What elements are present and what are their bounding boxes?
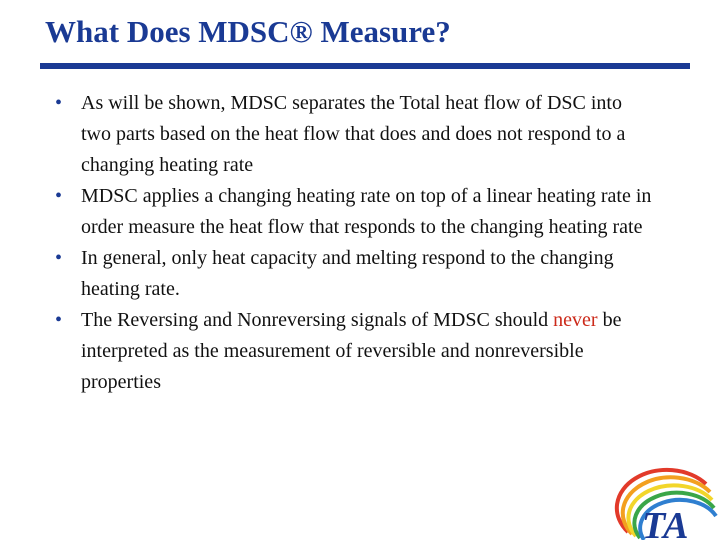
slide-title: What Does MDSC® Measure? — [45, 14, 451, 49]
bullet-text: In general, only heat capacity and melti… — [81, 247, 614, 300]
ta-instruments-logo-icon: TA — [614, 467, 718, 540]
bullet-list: • As will be shown, MDSC separates the T… — [55, 88, 655, 398]
bullet-dot-icon: • — [55, 247, 63, 269]
bullet-text: As will be shown, MDSC separates the Tot… — [81, 92, 626, 176]
bullet-dot-icon: • — [55, 92, 63, 114]
bullet-item: • MDSC applies a changing heating rate o… — [55, 181, 655, 243]
bullet-item: • In general, only heat capacity and mel… — [55, 243, 655, 305]
bullet-dot-icon: • — [55, 185, 63, 207]
title-underline — [40, 63, 690, 69]
bullet-item: • The Reversing and Nonreversing signals… — [55, 305, 655, 398]
bullet-text-after: be interpreted as the measurement of rev… — [81, 309, 622, 393]
logo-text: TA — [642, 505, 688, 540]
bullet-text-before: The Reversing and Nonreversing signals o… — [81, 309, 554, 331]
bullet-text: MDSC applies a changing heating rate on … — [81, 185, 652, 238]
emphasis-never: never — [553, 309, 598, 331]
bullet-item: • As will be shown, MDSC separates the T… — [55, 88, 655, 181]
bullet-dot-icon: • — [55, 309, 63, 331]
